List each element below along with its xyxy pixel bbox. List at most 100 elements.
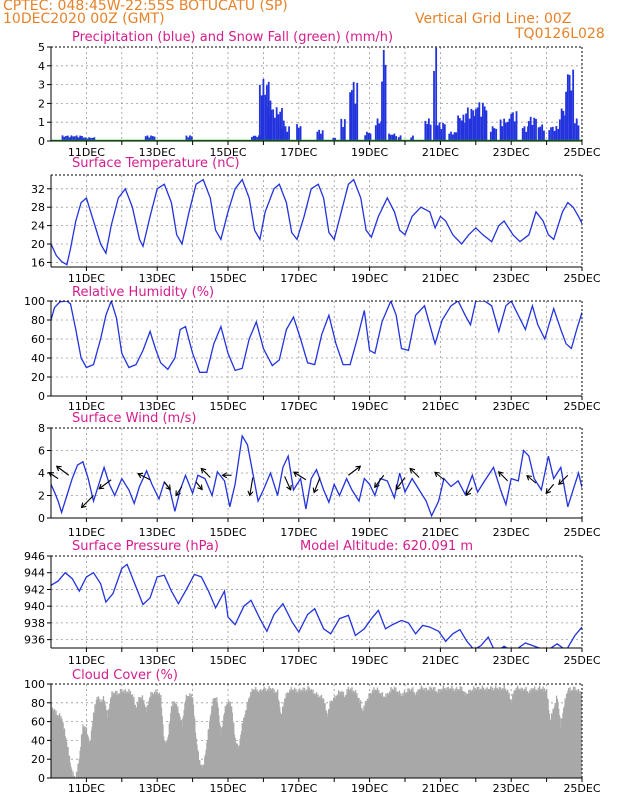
precipitation-bar bbox=[367, 132, 370, 141]
wind-arrow-head bbox=[374, 482, 380, 489]
pressure-xtick-label: 17DEC bbox=[280, 654, 317, 667]
cloud-cover-bar bbox=[87, 735, 89, 778]
pressure-xtick-label: 25DEC bbox=[563, 654, 600, 667]
cloud-cover-bar bbox=[576, 689, 578, 778]
cloud-cover-bar bbox=[429, 686, 431, 778]
cloud-cover-bar bbox=[557, 701, 559, 778]
cloud-cover-bar bbox=[187, 696, 190, 778]
cloud-cover-bar bbox=[205, 749, 207, 778]
cloud-cover-bar bbox=[311, 693, 314, 778]
pressure-annotation: Model Altitude: 620.091 m bbox=[300, 539, 473, 554]
precipitation-bar bbox=[321, 130, 324, 141]
cloud-cover-bar bbox=[425, 687, 427, 778]
cloud-cover-bar bbox=[298, 688, 301, 778]
cloud-cover-bar bbox=[79, 750, 81, 778]
cloud-cover-bar bbox=[207, 729, 209, 778]
rh-ytick-label: 60 bbox=[31, 333, 45, 346]
cloud-cover-bar bbox=[453, 690, 455, 778]
cloud-cover-bar bbox=[356, 692, 358, 778]
cloud-cover-bar bbox=[372, 692, 374, 778]
cloud-cover-bar bbox=[97, 696, 100, 778]
cloud-cover-bar bbox=[344, 695, 347, 778]
precipitation-bar bbox=[485, 110, 488, 141]
cloud-cover-bar bbox=[516, 690, 518, 778]
cloud-cover-bar bbox=[433, 691, 435, 778]
cloud-cover-bar bbox=[515, 687, 517, 778]
cloud-cover-bar bbox=[70, 768, 73, 778]
precipitation-bar bbox=[89, 137, 92, 141]
cloud-cover-bar bbox=[230, 707, 232, 778]
cloud-cover-bar bbox=[165, 741, 167, 778]
cloud-cover-bar bbox=[221, 727, 223, 778]
cloud-cover-bar bbox=[96, 696, 98, 778]
cloud-cover-bar bbox=[77, 763, 79, 778]
cloud-cover-bar bbox=[357, 698, 360, 778]
cloud-cover-bar bbox=[147, 706, 149, 778]
precipitation-bar bbox=[272, 109, 275, 141]
cloud-cover-bar bbox=[514, 690, 516, 778]
cloud-cover-bar bbox=[277, 699, 280, 778]
temp-xtick-label: 13DEC bbox=[139, 272, 176, 285]
cloud-cover-bar bbox=[493, 688, 495, 778]
precipitation-bar bbox=[512, 112, 514, 141]
precipitation-bar bbox=[436, 125, 439, 141]
precipitation-bar bbox=[525, 131, 528, 141]
cloud-cover-bar bbox=[565, 700, 567, 778]
cloud-cover-bar bbox=[526, 691, 529, 778]
cloud-cover-bar bbox=[364, 701, 367, 778]
cloud-cover-bar bbox=[238, 745, 241, 778]
precipitation-bar bbox=[472, 110, 475, 141]
cloud-cover-bar bbox=[553, 709, 555, 778]
cloud-cover-bar bbox=[274, 692, 277, 778]
cloud-cover-bar bbox=[222, 720, 224, 778]
precipitation-bar bbox=[513, 121, 516, 141]
cloud-cover-bar bbox=[417, 689, 419, 778]
cloud-cover-bar bbox=[504, 691, 506, 778]
precip-xtick-label: 23DEC bbox=[493, 146, 530, 159]
cloud-cover-bar bbox=[226, 704, 228, 778]
wind-arrow-head bbox=[545, 488, 552, 495]
cloud-cover-bar bbox=[441, 691, 444, 778]
cloud-cover-bar bbox=[368, 693, 370, 778]
cloud-cover-bar bbox=[355, 695, 357, 778]
cloud-cover-bar bbox=[53, 711, 55, 778]
cloud-cover-bar bbox=[97, 699, 99, 778]
precipitation-bar bbox=[531, 124, 534, 141]
cloud-cover-bar bbox=[75, 771, 78, 778]
precipitation-bar bbox=[388, 133, 390, 141]
precipitation-bar bbox=[438, 122, 441, 141]
cloud-cover-bar bbox=[351, 687, 353, 778]
cloud-cover-bar bbox=[527, 692, 529, 778]
cloud-cover-bar bbox=[391, 688, 394, 778]
cloud-cover-bar bbox=[400, 695, 403, 778]
cloud-cover-bar bbox=[483, 687, 485, 778]
cloud-cover-bar bbox=[503, 685, 505, 778]
cloud-cover-bar bbox=[198, 760, 200, 778]
cloud-cover-bar bbox=[558, 715, 561, 778]
cloud-cover-bar bbox=[101, 699, 103, 778]
precip-xtick-label: 15DEC bbox=[209, 146, 246, 159]
cloud-cover-bar bbox=[182, 718, 184, 778]
cloud-cover-bar bbox=[190, 694, 192, 778]
precipitation-bar bbox=[523, 126, 526, 141]
cloud-cover-bar bbox=[544, 690, 546, 778]
cloud-cover-bar bbox=[214, 697, 217, 778]
wind-arrow-shaft bbox=[526, 475, 537, 484]
cloud-cover-bar bbox=[539, 690, 541, 778]
precipitation-bar bbox=[342, 127, 344, 141]
cloud-cover-bar bbox=[304, 691, 306, 778]
cloud-cover-bar bbox=[234, 737, 236, 778]
cloud-cover-bar bbox=[327, 713, 329, 778]
cloud-cover-bar bbox=[303, 691, 305, 778]
wind-ytick-label: 2 bbox=[38, 490, 45, 503]
cloud-cover-bar bbox=[279, 707, 281, 778]
cloud-cover-bar bbox=[112, 692, 115, 778]
cloud-cover-bar bbox=[443, 690, 445, 778]
cloud-cover-bar bbox=[421, 690, 423, 778]
cloud-cover-bar bbox=[562, 712, 564, 778]
cloud-cover-bar bbox=[541, 690, 544, 778]
temp-xtick-label: 17DEC bbox=[280, 272, 317, 285]
cloud-cover-bar bbox=[248, 697, 250, 778]
cloud-cover-bar bbox=[283, 702, 285, 778]
cloud-cover-bar bbox=[477, 691, 479, 778]
